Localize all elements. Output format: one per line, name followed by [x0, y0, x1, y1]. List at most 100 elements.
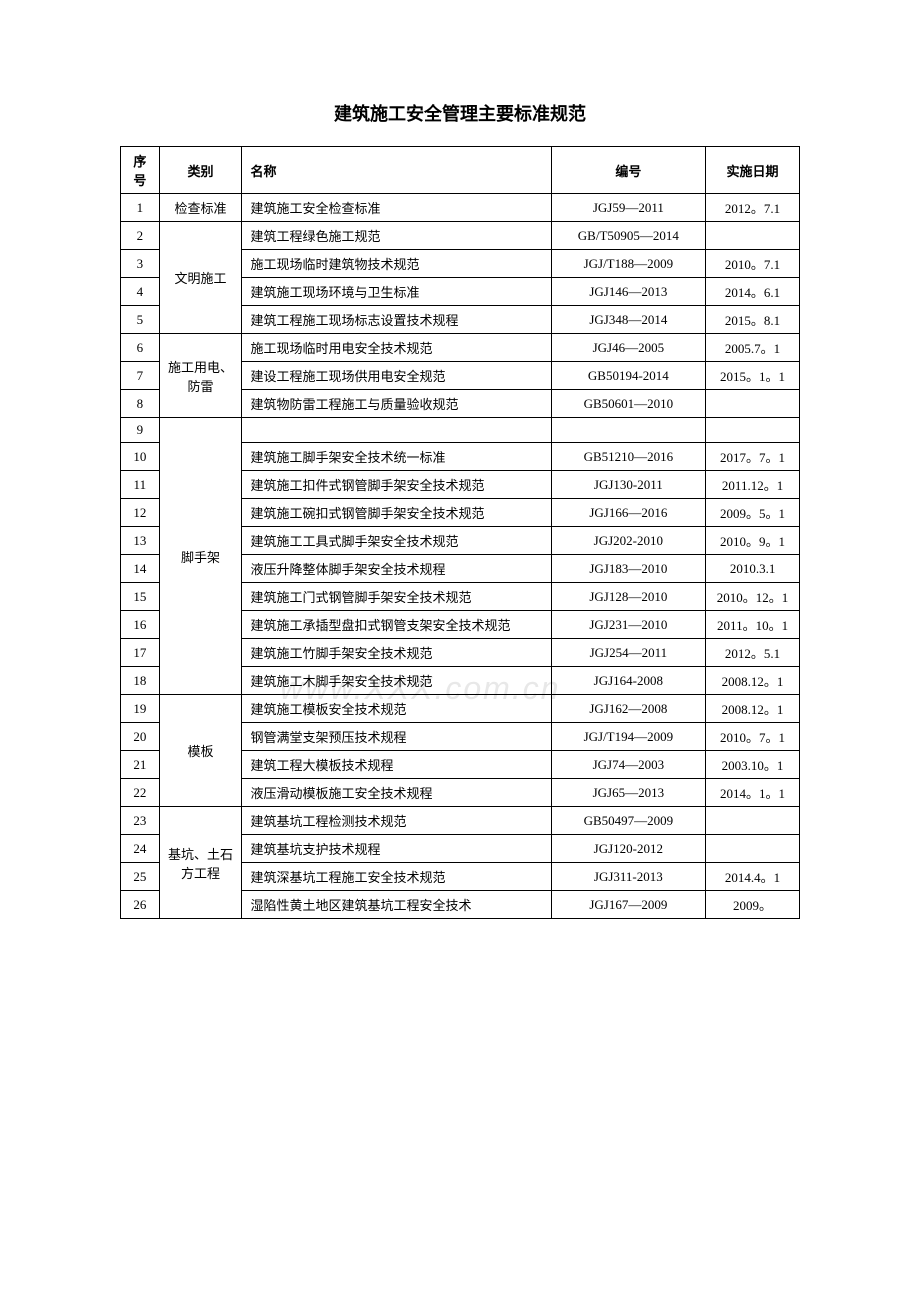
cell-name: 建筑施工模板安全技术规范: [242, 695, 551, 723]
cell-code: JGJ164-2008: [551, 667, 706, 695]
cell-code: JGJ167—2009: [551, 891, 706, 919]
table-row: 9脚手架: [121, 418, 800, 443]
cell-seq: 6: [121, 334, 160, 362]
cell-category: 检查标准: [159, 194, 242, 222]
cell-seq: 11: [121, 471, 160, 499]
cell-date: 2008.12。1: [706, 667, 800, 695]
cell-seq: 8: [121, 390, 160, 418]
cell-seq: 14: [121, 555, 160, 583]
cell-seq: 9: [121, 418, 160, 443]
cell-name: 液压滑动模板施工安全技术规程: [242, 779, 551, 807]
cell-code: JGJ146—2013: [551, 278, 706, 306]
cell-name: 湿陷性黄土地区建筑基坑工程安全技术: [242, 891, 551, 919]
cell-name: 施工现场临时建筑物技术规范: [242, 250, 551, 278]
cell-date: [706, 807, 800, 835]
cell-date: 2011。10。1: [706, 611, 800, 639]
cell-name: 建筑基坑支护技术规程: [242, 835, 551, 863]
cell-name: 建筑施工竹脚手架安全技术规范: [242, 639, 551, 667]
cell-date: 2017。7。1: [706, 443, 800, 471]
cell-seq: 5: [121, 306, 160, 334]
cell-date: 2009。5。1: [706, 499, 800, 527]
cell-name: 建筑物防雷工程施工与质量验收规范: [242, 390, 551, 418]
cell-date: [706, 390, 800, 418]
cell-seq: 18: [121, 667, 160, 695]
cell-name: 建筑施工门式钢管脚手架安全技术规范: [242, 583, 551, 611]
cell-seq: 20: [121, 723, 160, 751]
page-title: 建筑施工安全管理主要标准规范: [120, 100, 800, 126]
table-row: 1检查标准建筑施工安全检查标准JGJ59—20112012。7.1: [121, 194, 800, 222]
cell-name: [242, 418, 551, 443]
cell-seq: 24: [121, 835, 160, 863]
cell-category: 文明施工: [159, 222, 242, 334]
cell-date: 2010.3.1: [706, 555, 800, 583]
standards-table: 序号 类别 名称 编号 实施日期 1检查标准建筑施工安全检查标准JGJ59—20…: [120, 146, 800, 919]
cell-code: JGJ348—2014: [551, 306, 706, 334]
cell-seq: 15: [121, 583, 160, 611]
cell-date: [706, 222, 800, 250]
cell-code: JGJ46—2005: [551, 334, 706, 362]
table-row: 6施工用电、防雷施工现场临时用电安全技术规范JGJ46—20052005.7。1: [121, 334, 800, 362]
table-row: 19模板建筑施工模板安全技术规范JGJ162—20082008.12。1: [121, 695, 800, 723]
cell-code: JGJ/T188—2009: [551, 250, 706, 278]
cell-seq: 16: [121, 611, 160, 639]
cell-name: 建筑施工扣件式钢管脚手架安全技术规范: [242, 471, 551, 499]
cell-name: 建筑基坑工程检测技术规范: [242, 807, 551, 835]
cell-date: 2014.4。1: [706, 863, 800, 891]
cell-code: JGJ162—2008: [551, 695, 706, 723]
cell-seq: 13: [121, 527, 160, 555]
cell-date: 2010。12。1: [706, 583, 800, 611]
cell-name: 钢管满堂支架预压技术规程: [242, 723, 551, 751]
cell-date: 2012。5.1: [706, 639, 800, 667]
cell-date: 2010。7。1: [706, 723, 800, 751]
cell-seq: 3: [121, 250, 160, 278]
cell-name: 建筑施工木脚手架安全技术规范: [242, 667, 551, 695]
cell-name: 建筑工程大模板技术规程: [242, 751, 551, 779]
cell-code: GB50601—2010: [551, 390, 706, 418]
cell-name: 建筑施工碗扣式钢管脚手架安全技术规范: [242, 499, 551, 527]
cell-code: GB50194-2014: [551, 362, 706, 390]
table-header-row: 序号 类别 名称 编号 实施日期: [121, 147, 800, 194]
cell-name: 施工现场临时用电安全技术规范: [242, 334, 551, 362]
cell-seq: 25: [121, 863, 160, 891]
cell-seq: 21: [121, 751, 160, 779]
header-name: 名称: [242, 147, 551, 194]
cell-code: JGJ231—2010: [551, 611, 706, 639]
cell-code: JGJ128—2010: [551, 583, 706, 611]
header-seq: 序号: [121, 147, 160, 194]
cell-code: JGJ311-2013: [551, 863, 706, 891]
cell-code: GB50497—2009: [551, 807, 706, 835]
cell-category: 基坑、土石方工程: [159, 807, 242, 919]
cell-code: JGJ254—2011: [551, 639, 706, 667]
cell-name: 建筑施工工具式脚手架安全技术规范: [242, 527, 551, 555]
cell-date: [706, 835, 800, 863]
cell-seq: 19: [121, 695, 160, 723]
cell-date: [706, 418, 800, 443]
cell-date: 2010。9。1: [706, 527, 800, 555]
cell-seq: 4: [121, 278, 160, 306]
cell-name: 建筑工程绿色施工规范: [242, 222, 551, 250]
header-cat: 类别: [159, 147, 242, 194]
cell-seq: 1: [121, 194, 160, 222]
cell-category: 脚手架: [159, 418, 242, 695]
cell-code: GB/T50905—2014: [551, 222, 706, 250]
cell-category: 模板: [159, 695, 242, 807]
header-date: 实施日期: [706, 147, 800, 194]
cell-name: 建筑工程施工现场标志设置技术规程: [242, 306, 551, 334]
cell-seq: 12: [121, 499, 160, 527]
cell-code: JGJ202-2010: [551, 527, 706, 555]
table-body: 1检查标准建筑施工安全检查标准JGJ59—20112012。7.12文明施工建筑…: [121, 194, 800, 919]
cell-code: JGJ74—2003: [551, 751, 706, 779]
cell-seq: 17: [121, 639, 160, 667]
cell-date: 2011.12。1: [706, 471, 800, 499]
cell-seq: 2: [121, 222, 160, 250]
cell-code: JGJ166—2016: [551, 499, 706, 527]
cell-code: JGJ/T194—2009: [551, 723, 706, 751]
cell-seq: 23: [121, 807, 160, 835]
cell-date: 2009。: [706, 891, 800, 919]
cell-name: 建筑施工承插型盘扣式钢管支架安全技术规范: [242, 611, 551, 639]
cell-seq: 10: [121, 443, 160, 471]
cell-name: 建筑施工脚手架安全技术统一标准: [242, 443, 551, 471]
cell-code: JGJ130-2011: [551, 471, 706, 499]
cell-name: 建筑施工现场环境与卫生标准: [242, 278, 551, 306]
cell-name: 建筑施工安全检查标准: [242, 194, 551, 222]
